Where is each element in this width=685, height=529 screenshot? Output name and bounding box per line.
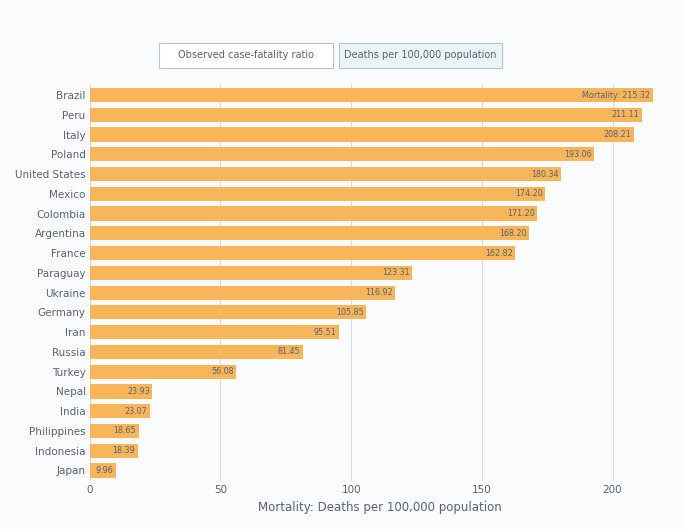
Text: 208.21: 208.21 [603, 130, 632, 139]
Text: 95.51: 95.51 [314, 327, 337, 336]
FancyBboxPatch shape [339, 42, 501, 68]
Text: 18.65: 18.65 [113, 426, 136, 435]
FancyBboxPatch shape [160, 42, 334, 68]
Bar [90, 325, 339, 339]
Text: 116.92: 116.92 [365, 288, 393, 297]
Text: 18.39: 18.39 [112, 446, 135, 455]
Bar [90, 463, 116, 478]
Text: 123.31: 123.31 [382, 268, 410, 277]
Text: 193.06: 193.06 [564, 150, 592, 159]
Text: 23.93: 23.93 [127, 387, 150, 396]
Text: 105.85: 105.85 [336, 308, 364, 317]
Bar [90, 226, 530, 241]
Text: 162.82: 162.82 [485, 249, 512, 258]
Bar [90, 147, 595, 161]
Bar [90, 286, 395, 300]
Text: 171.20: 171.20 [507, 209, 534, 218]
Bar [90, 404, 150, 418]
Bar [90, 345, 303, 359]
Text: 180.34: 180.34 [531, 170, 558, 179]
Bar [90, 108, 642, 122]
Text: Observed case-fatality ratio: Observed case-fatality ratio [179, 50, 314, 60]
Bar [90, 443, 138, 458]
Text: 211.11: 211.11 [611, 111, 639, 120]
Bar [90, 364, 236, 379]
Bar [90, 187, 545, 201]
Text: 174.20: 174.20 [514, 189, 543, 198]
Bar [90, 266, 412, 280]
Bar [90, 88, 653, 102]
Bar [90, 305, 366, 320]
X-axis label: Mortality: Deaths per 100,000 population: Mortality: Deaths per 100,000 population [258, 501, 502, 514]
Text: Mortality: 215.32: Mortality: 215.32 [582, 90, 650, 99]
Text: Deaths per 100,000 population: Deaths per 100,000 population [345, 50, 497, 60]
Text: 23.07: 23.07 [125, 407, 147, 416]
Bar [90, 424, 138, 438]
Bar [90, 167, 561, 181]
Bar [90, 206, 537, 221]
Text: 168.20: 168.20 [499, 229, 527, 238]
Text: 81.45: 81.45 [277, 348, 300, 357]
Bar [90, 246, 515, 260]
Bar [90, 384, 152, 398]
Text: 56.08: 56.08 [211, 367, 234, 376]
Text: 9.96: 9.96 [95, 466, 113, 475]
Bar [90, 127, 634, 142]
